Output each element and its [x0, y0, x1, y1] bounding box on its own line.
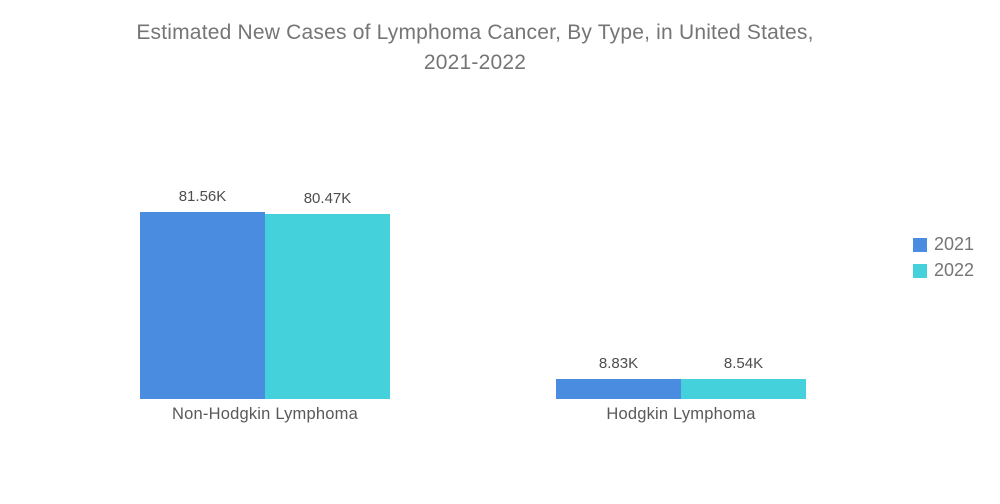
bar-2021-non-hodgkin-lymphoma[interactable]: [140, 212, 265, 399]
category-label-hodgkin-lymphoma: Hodgkin Lymphoma: [606, 405, 756, 423]
legend-label-2021: 2021: [934, 234, 975, 254]
value-label-2022-hodgkin-lymphoma: 8.54K: [723, 355, 764, 373]
chart-title: Estimated New Cases of Lymphoma Cancer, …: [0, 18, 950, 78]
legend-item-2022[interactable]: 2022: [913, 260, 974, 281]
legend-label-2022: 2022: [934, 260, 975, 280]
value-label-2021-hodgkin-lymphoma: 8.83K: [598, 354, 639, 372]
category-label-non-hodgkin-lymphoma: Non-Hodgkin Lymphoma: [172, 405, 358, 423]
chart-title-line2: 2021-2022: [423, 51, 527, 74]
bar-2022-non-hodgkin-lymphoma[interactable]: [265, 214, 390, 399]
legend: 2021 2022: [913, 234, 974, 286]
legend-swatch-2022: [913, 263, 927, 278]
bar-2021-hodgkin-lymphoma[interactable]: [556, 378, 681, 399]
chart-title-line1: Estimated New Cases of Lymphoma Cancer, …: [136, 21, 814, 44]
bar-2022-hodgkin-lymphoma[interactable]: [681, 379, 806, 399]
value-label-2022-non-hodgkin-lymphoma: 80.47K: [303, 190, 352, 208]
legend-item-2021[interactable]: 2021: [913, 234, 974, 255]
value-label-2021-non-hodgkin-lymphoma: 81.56K: [178, 188, 227, 205]
legend-swatch-2021: [913, 237, 927, 252]
